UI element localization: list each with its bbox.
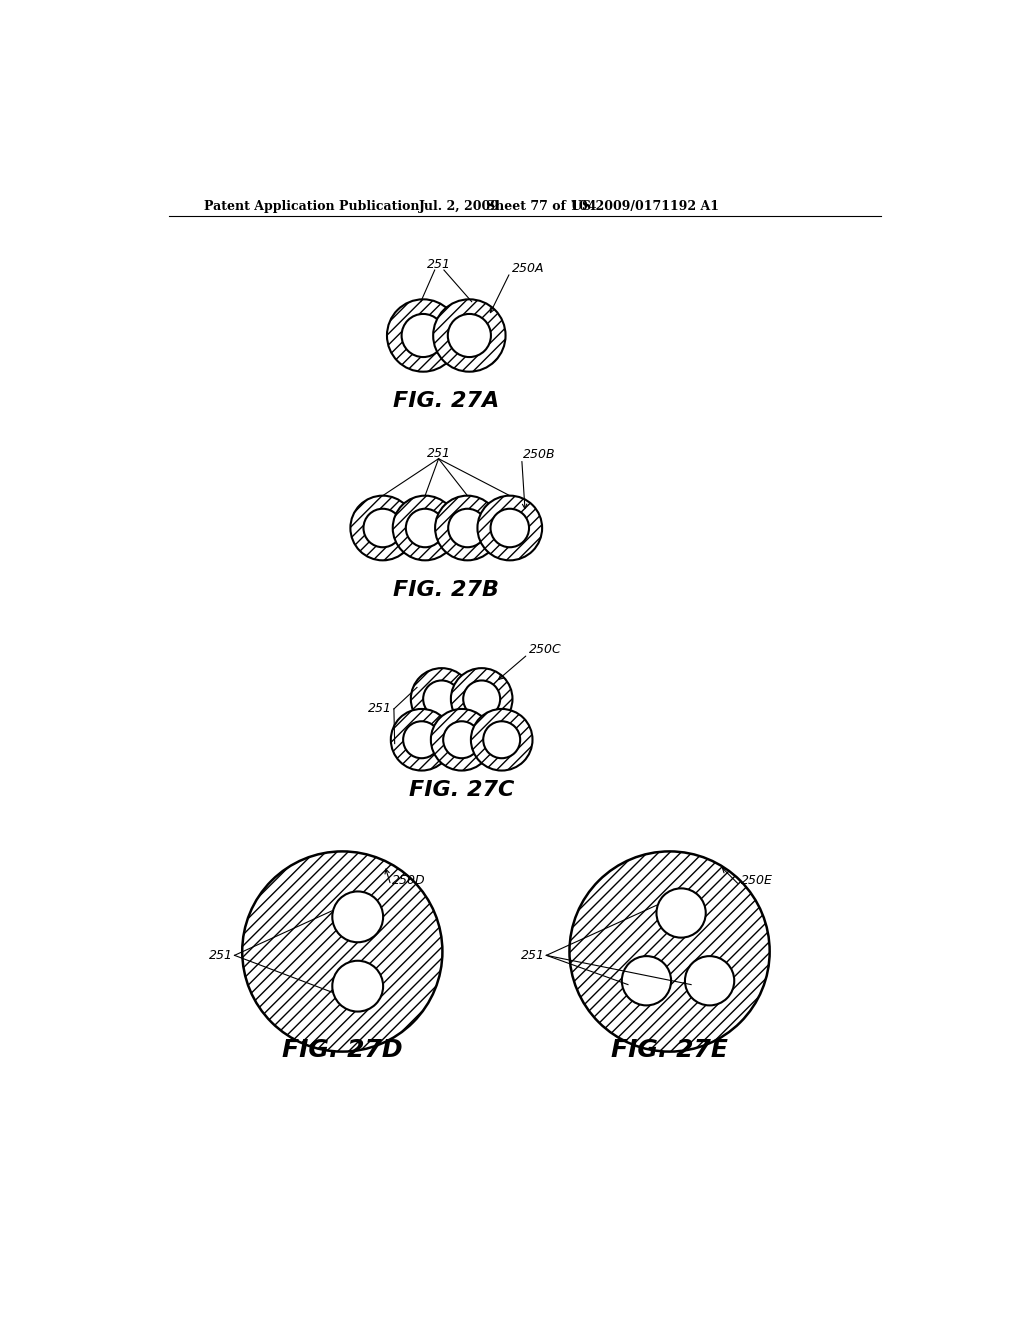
Text: 251: 251: [209, 949, 233, 962]
Circle shape: [364, 508, 402, 548]
Text: 251: 251: [427, 259, 451, 271]
Circle shape: [401, 314, 444, 356]
Circle shape: [451, 668, 512, 730]
Circle shape: [406, 508, 444, 548]
Text: 250B: 250B: [523, 449, 556, 462]
Circle shape: [656, 888, 706, 937]
Circle shape: [350, 495, 415, 560]
Text: US 2009/0171192 A1: US 2009/0171192 A1: [571, 199, 719, 213]
Circle shape: [423, 681, 460, 718]
Circle shape: [483, 721, 520, 758]
Text: Sheet 77 of 104: Sheet 77 of 104: [486, 199, 597, 213]
Circle shape: [391, 709, 453, 771]
Circle shape: [333, 961, 383, 1011]
Circle shape: [333, 891, 383, 942]
Circle shape: [569, 851, 770, 1052]
Text: FIG. 27B: FIG. 27B: [393, 579, 500, 599]
Circle shape: [387, 300, 460, 372]
Circle shape: [435, 495, 500, 560]
Circle shape: [471, 709, 532, 771]
Circle shape: [431, 709, 493, 771]
Circle shape: [393, 495, 458, 560]
Text: 251: 251: [427, 446, 451, 459]
Text: 250E: 250E: [741, 874, 773, 887]
Circle shape: [477, 495, 542, 560]
Text: FIG. 27C: FIG. 27C: [409, 780, 514, 800]
Text: FIG. 27A: FIG. 27A: [393, 391, 500, 411]
Circle shape: [447, 314, 490, 356]
Text: 251: 251: [369, 702, 392, 715]
Text: FIG. 27D: FIG. 27D: [282, 1038, 402, 1063]
Circle shape: [622, 956, 671, 1006]
Circle shape: [449, 508, 486, 548]
Circle shape: [463, 681, 500, 718]
Circle shape: [403, 721, 440, 758]
Text: FIG. 27E: FIG. 27E: [611, 1038, 728, 1063]
Text: 250D: 250D: [392, 874, 426, 887]
Circle shape: [490, 508, 529, 548]
Circle shape: [433, 300, 506, 372]
Circle shape: [443, 721, 480, 758]
Text: 250A: 250A: [512, 261, 544, 275]
Circle shape: [411, 668, 472, 730]
Text: Patent Application Publication: Patent Application Publication: [204, 199, 419, 213]
Text: Jul. 2, 2009: Jul. 2, 2009: [419, 199, 500, 213]
Circle shape: [243, 851, 442, 1052]
Text: 251: 251: [521, 949, 545, 962]
Circle shape: [685, 956, 734, 1006]
Text: 250C: 250C: [529, 643, 562, 656]
